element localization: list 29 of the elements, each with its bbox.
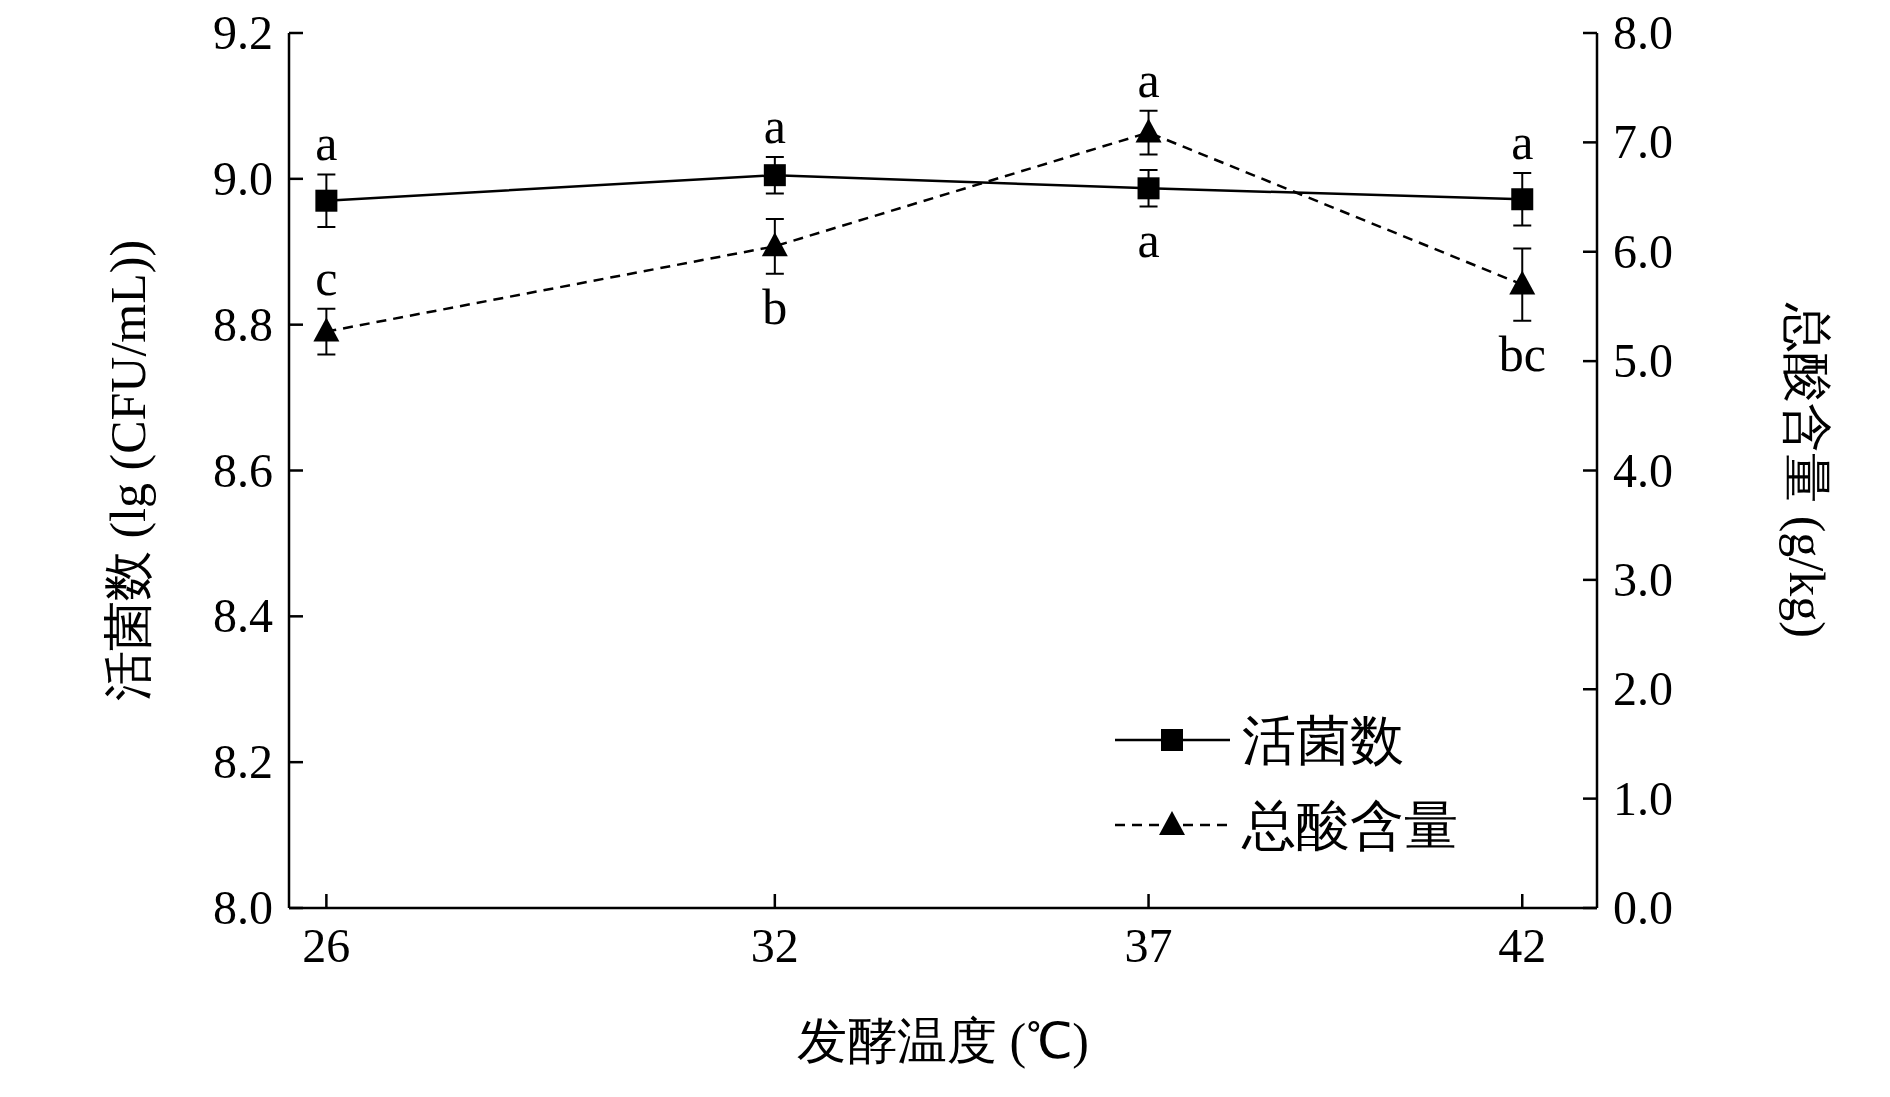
x-tick-label: 42: [1498, 919, 1547, 972]
y2-tick-label: 0.0: [1613, 881, 1673, 934]
y2-tick-label: 6.0: [1613, 224, 1673, 278]
y-tick-label: 8.4: [213, 589, 273, 643]
y-tick-label: 8.8: [213, 297, 273, 351]
x-tick-label: 37: [1124, 919, 1173, 972]
y2-tick-label: 4.0: [1613, 443, 1673, 497]
point: [1509, 270, 1536, 295]
y2-axis-title: 总酸含量 (g/kg): [1779, 302, 1835, 638]
y-tick-label: 9.2: [213, 6, 273, 59]
point: [313, 317, 340, 342]
x-tick-label: 32: [750, 919, 799, 972]
legend-label: 总酸含量: [1241, 796, 1458, 856]
y-tick-label: 8.2: [213, 735, 273, 789]
y2-tick-label: 1.0: [1613, 771, 1673, 825]
y-tick-label: 8.6: [213, 443, 273, 497]
point: [761, 232, 788, 257]
y2-tick-label: 2.0: [1613, 662, 1673, 716]
x-tick-label: 26: [302, 919, 351, 972]
y2-tick-label: 8.0: [1613, 6, 1673, 59]
point: [1135, 118, 1162, 143]
legend-label: 活菌数: [1242, 711, 1404, 771]
y2-tick-label: 3.0: [1613, 552, 1673, 606]
y2-tick-label: 5.0: [1613, 334, 1673, 388]
y2-tick-label: 7.0: [1613, 115, 1673, 169]
x-axis-title: 发酵温度 (℃): [797, 1013, 1089, 1069]
y-tick-label: 9.0: [213, 151, 273, 205]
y-tick-label: 8.0: [213, 881, 273, 934]
y-axis-title: 活菌数 (lg (CFU/mL)): [100, 239, 156, 702]
